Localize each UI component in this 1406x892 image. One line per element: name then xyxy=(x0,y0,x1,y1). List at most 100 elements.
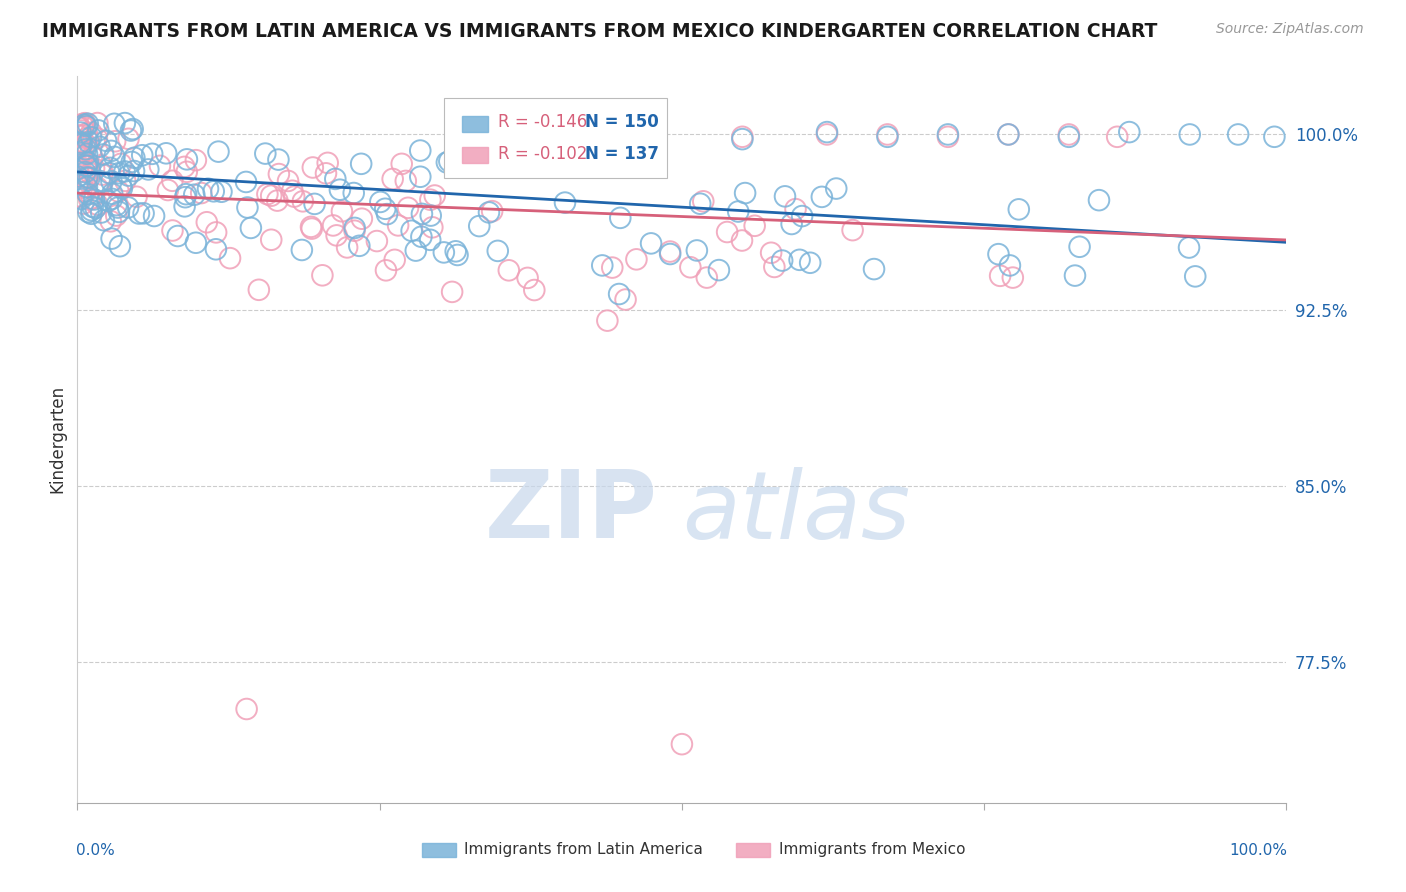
Point xyxy=(734,186,756,200)
Point xyxy=(76,127,98,141)
Point xyxy=(498,263,520,277)
Point xyxy=(184,235,207,250)
Point xyxy=(184,153,207,168)
Point xyxy=(1088,193,1111,207)
Point xyxy=(77,193,100,207)
Point xyxy=(988,268,1011,283)
Point xyxy=(98,161,121,175)
Point xyxy=(727,204,749,219)
Point xyxy=(1184,269,1206,284)
Point xyxy=(1107,129,1129,144)
Point xyxy=(301,161,323,175)
Point xyxy=(815,128,838,142)
Point xyxy=(70,135,93,149)
Point xyxy=(108,239,131,253)
Point xyxy=(77,205,100,219)
Point xyxy=(207,145,229,159)
Point xyxy=(73,118,96,132)
Point xyxy=(117,201,139,215)
Text: Immigrants from Mexico: Immigrants from Mexico xyxy=(779,842,965,857)
FancyBboxPatch shape xyxy=(444,97,668,178)
Point xyxy=(76,170,98,185)
Point xyxy=(76,155,98,169)
Point xyxy=(205,226,228,240)
Point xyxy=(439,154,461,169)
Point xyxy=(343,221,366,235)
Point xyxy=(731,234,754,248)
Point xyxy=(87,123,110,137)
Point xyxy=(841,223,863,237)
Point xyxy=(77,135,100,149)
Point xyxy=(72,117,94,131)
Point xyxy=(136,162,159,177)
Point xyxy=(235,175,257,189)
Point xyxy=(176,165,198,179)
Point xyxy=(716,225,738,239)
FancyBboxPatch shape xyxy=(461,116,488,132)
Point xyxy=(162,174,184,188)
Point xyxy=(384,252,406,267)
Text: ZIP: ZIP xyxy=(485,466,658,558)
Point xyxy=(1227,128,1250,142)
Point xyxy=(256,187,278,202)
Point xyxy=(446,248,468,262)
Point xyxy=(131,148,153,162)
Point xyxy=(72,149,94,163)
Point xyxy=(75,159,97,173)
Point xyxy=(124,151,146,165)
Point xyxy=(441,285,464,299)
Point xyxy=(591,259,613,273)
Point xyxy=(72,120,94,134)
Point xyxy=(105,209,128,223)
Point xyxy=(419,209,441,223)
Point xyxy=(82,150,104,164)
Point xyxy=(330,204,353,219)
Point xyxy=(301,221,323,235)
Text: atlas: atlas xyxy=(682,467,910,558)
Point xyxy=(90,205,112,219)
Point xyxy=(100,214,122,228)
Point xyxy=(349,239,371,253)
Point xyxy=(381,172,404,186)
Point xyxy=(329,183,352,197)
Point xyxy=(267,167,290,181)
Point xyxy=(411,207,433,221)
Point xyxy=(174,187,197,202)
Point xyxy=(91,168,114,182)
Point xyxy=(173,160,195,174)
Point xyxy=(67,189,90,203)
Point xyxy=(405,244,427,258)
Point xyxy=(419,193,441,207)
Point xyxy=(281,184,304,198)
Point xyxy=(626,252,648,267)
Point xyxy=(128,206,150,220)
Point xyxy=(235,702,257,716)
Point xyxy=(91,147,114,161)
Point xyxy=(195,215,218,229)
Point xyxy=(70,144,93,158)
Point xyxy=(936,129,959,144)
Point xyxy=(114,164,136,178)
FancyBboxPatch shape xyxy=(422,843,456,857)
Point xyxy=(80,130,103,145)
Point xyxy=(478,205,501,219)
Point xyxy=(100,174,122,188)
Point xyxy=(679,260,702,275)
Point xyxy=(86,131,108,145)
Point xyxy=(132,206,155,220)
Point xyxy=(396,201,419,215)
Point xyxy=(607,287,630,301)
Point xyxy=(91,176,114,190)
Point xyxy=(67,190,90,204)
Point xyxy=(110,157,132,171)
Point xyxy=(98,166,121,180)
Point xyxy=(609,211,631,225)
Point xyxy=(77,187,100,202)
Point xyxy=(103,150,125,164)
Point xyxy=(239,220,262,235)
Point xyxy=(477,145,499,160)
Point xyxy=(72,196,94,211)
Point xyxy=(799,256,821,270)
Point xyxy=(107,185,129,199)
Point xyxy=(689,196,711,211)
